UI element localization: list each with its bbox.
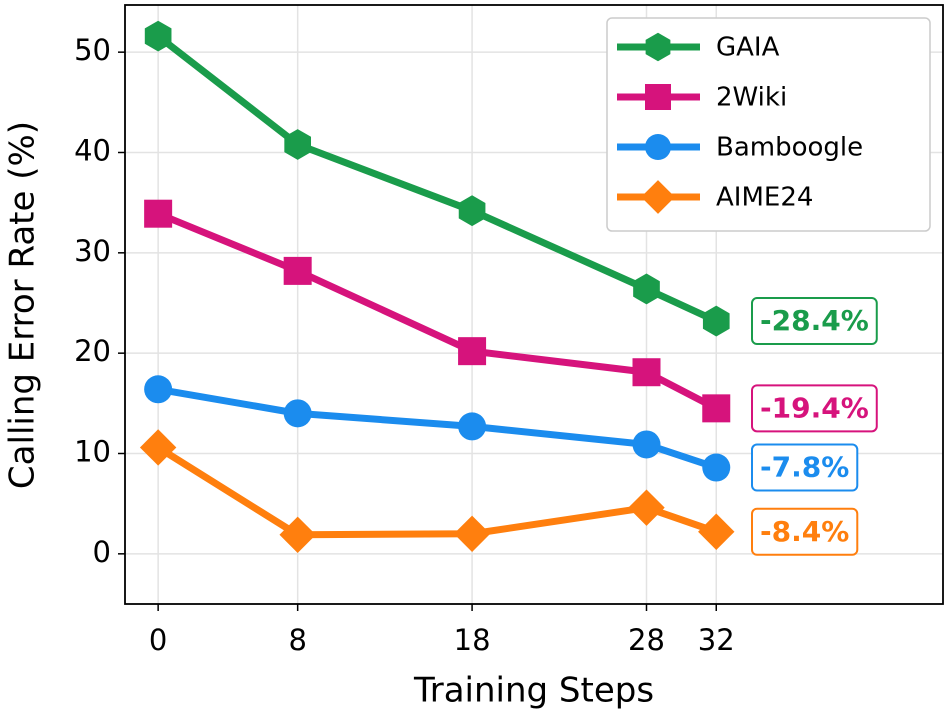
legend-frame bbox=[606, 17, 931, 232]
annotation-box bbox=[751, 384, 878, 433]
y-tick-label: 10 bbox=[74, 434, 111, 468]
point bbox=[144, 375, 173, 404]
legend: GAIA 2Wiki Bamboogle AIME24 bbox=[606, 17, 931, 232]
x-tick-label: 28 bbox=[628, 623, 665, 657]
annotation-box bbox=[751, 297, 878, 346]
plot-frame bbox=[124, 4, 944, 605]
annotation-box bbox=[751, 443, 859, 492]
point bbox=[283, 399, 312, 428]
y-tick-label: 40 bbox=[74, 133, 111, 167]
point bbox=[144, 199, 173, 228]
y-tick-label: 0 bbox=[93, 535, 111, 569]
point bbox=[283, 256, 312, 285]
legend-marker bbox=[641, 180, 675, 214]
series-line bbox=[157, 385, 718, 471]
point bbox=[702, 305, 730, 337]
point bbox=[632, 358, 661, 387]
y-tick-label: 20 bbox=[74, 334, 111, 368]
annotation-text: -28.4% bbox=[760, 304, 869, 337]
series-line bbox=[156, 444, 718, 539]
point bbox=[279, 516, 316, 553]
legend-marker bbox=[645, 134, 671, 160]
point bbox=[698, 513, 735, 550]
y-axis-label: Calling Error Rate (%) bbox=[3, 121, 43, 489]
y-tick-label: 50 bbox=[74, 33, 111, 67]
point bbox=[632, 430, 661, 459]
point bbox=[458, 412, 487, 441]
point bbox=[144, 20, 172, 52]
annotation: -7.8% bbox=[751, 443, 859, 492]
point bbox=[702, 453, 731, 482]
legend-label: GAIA bbox=[716, 33, 780, 63]
annotation-text: -8.4% bbox=[760, 515, 849, 548]
annotation-text: -7.8% bbox=[760, 451, 849, 484]
point bbox=[284, 129, 312, 160]
legend-label: 2Wiki bbox=[716, 83, 787, 113]
legend-marker bbox=[645, 32, 671, 62]
annotation: -28.4% bbox=[751, 297, 878, 346]
x-tick-label: 8 bbox=[288, 623, 306, 657]
point bbox=[458, 195, 486, 227]
annotation: -19.4% bbox=[751, 384, 878, 433]
annotation-box bbox=[751, 507, 859, 556]
point bbox=[628, 489, 665, 526]
point bbox=[702, 394, 731, 423]
x-tick-label: 32 bbox=[698, 623, 735, 657]
legend-label: AIME24 bbox=[716, 183, 813, 213]
legend-label: Bamboogle bbox=[716, 133, 863, 163]
annotation-text: -19.4% bbox=[760, 391, 869, 424]
point bbox=[139, 429, 177, 466]
point bbox=[453, 515, 491, 552]
point bbox=[633, 273, 660, 305]
x-axis-label: Training Steps bbox=[413, 671, 654, 711]
x-tick-label: 0 bbox=[149, 623, 167, 657]
legend-marker bbox=[645, 84, 671, 110]
annotation: -8.4% bbox=[751, 507, 859, 556]
x-tick-label: 18 bbox=[454, 623, 491, 657]
point bbox=[458, 337, 487, 366]
y-tick-label: 30 bbox=[74, 234, 111, 268]
